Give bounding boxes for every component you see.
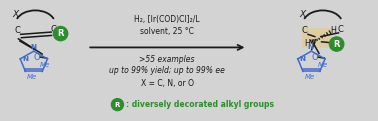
Text: R: R bbox=[333, 40, 340, 49]
Text: X: X bbox=[299, 10, 305, 19]
Text: up to 99% yield; up to 99% ee: up to 99% yield; up to 99% ee bbox=[109, 66, 225, 76]
Text: >55 examples: >55 examples bbox=[139, 55, 195, 64]
Text: C: C bbox=[302, 26, 308, 35]
Text: Me: Me bbox=[40, 62, 50, 68]
Circle shape bbox=[112, 99, 124, 111]
Text: N: N bbox=[22, 56, 28, 62]
Text: O: O bbox=[34, 53, 40, 62]
Text: C: C bbox=[14, 26, 20, 35]
Text: N: N bbox=[30, 44, 36, 50]
Text: : diversely decorated alkyl groups: : diversely decorated alkyl groups bbox=[126, 100, 274, 109]
Text: X = C, N, or O: X = C, N, or O bbox=[141, 79, 194, 88]
Text: C: C bbox=[338, 25, 344, 34]
Text: N: N bbox=[308, 44, 314, 50]
Text: X: X bbox=[12, 10, 18, 19]
Text: C: C bbox=[51, 25, 56, 34]
Text: R: R bbox=[115, 102, 120, 108]
Text: R: R bbox=[57, 29, 64, 38]
Polygon shape bbox=[302, 28, 332, 48]
Text: O: O bbox=[311, 53, 318, 62]
Circle shape bbox=[330, 37, 344, 51]
Text: Me: Me bbox=[318, 62, 328, 68]
Text: Me: Me bbox=[27, 74, 37, 80]
Text: N: N bbox=[300, 56, 306, 62]
Text: Me: Me bbox=[305, 74, 315, 80]
Text: H: H bbox=[331, 26, 336, 35]
Text: solvent, 25 °C: solvent, 25 °C bbox=[140, 27, 194, 36]
Circle shape bbox=[53, 26, 68, 41]
Text: H: H bbox=[304, 39, 310, 48]
Text: H₂, [Ir(COD)Cl]₂/L: H₂, [Ir(COD)Cl]₂/L bbox=[134, 15, 200, 24]
